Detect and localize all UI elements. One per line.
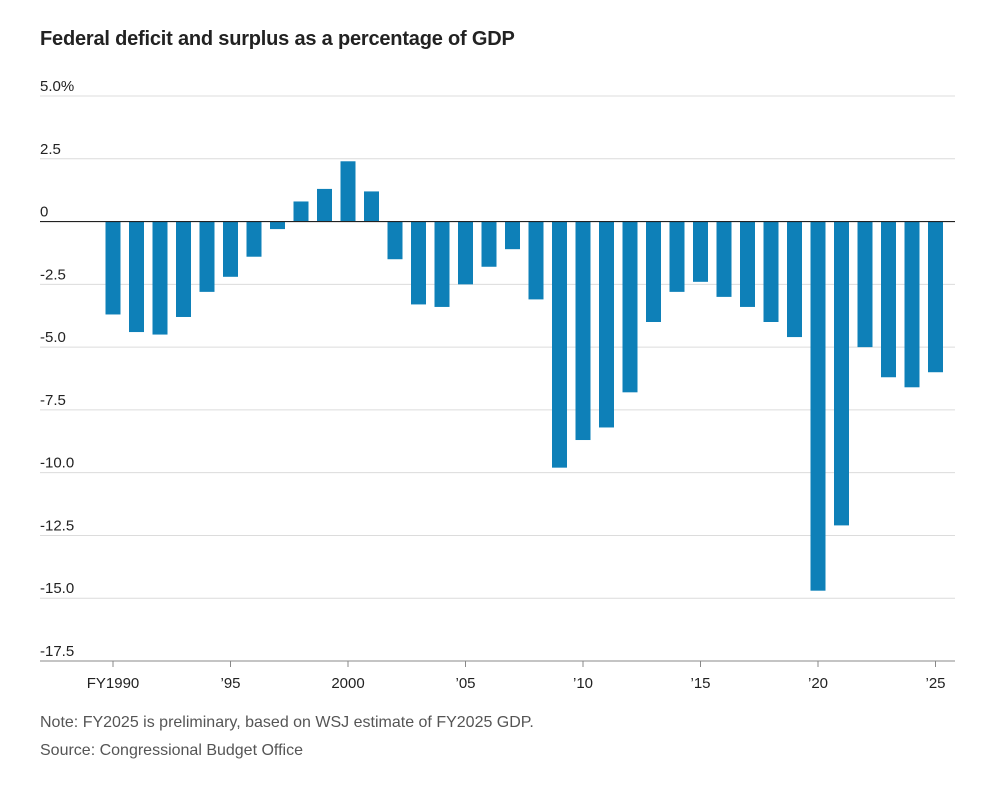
axes	[40, 220, 955, 662]
bar-2006	[481, 221, 497, 267]
bar-1991	[129, 221, 144, 333]
chart-title: Federal deficit and surplus as a percent…	[40, 28, 515, 50]
bar-2015	[693, 221, 708, 282]
bar-1997	[270, 221, 285, 230]
bar-2020	[810, 221, 826, 591]
bar-series	[105, 161, 943, 591]
bar-2001	[364, 191, 379, 222]
bar-2017	[740, 221, 755, 307]
y-tick-label: 2.5	[40, 141, 61, 158]
x-tick-label: FY1990	[87, 675, 140, 692]
y-tick-label: -12.5	[40, 517, 74, 534]
bar-1999	[317, 188, 332, 222]
bar-1993	[176, 221, 191, 317]
bar-2021	[834, 221, 849, 526]
bar-2013	[646, 221, 661, 322]
bar-2002	[387, 221, 403, 260]
x-axis-ticks: FY1990 ’95 2000 ’05 ’10 ’15 ’20 ’25	[87, 661, 946, 692]
chart-source: Source: Congressional Budget Office	[40, 742, 303, 759]
bar-2019	[787, 221, 802, 338]
bar-2022	[857, 221, 873, 348]
y-tick-label: 5.0%	[40, 78, 74, 95]
y-tick-label: -17.5	[40, 643, 74, 660]
x-tick-label: ’10	[573, 675, 593, 692]
bar-2025	[928, 221, 943, 373]
bar-1992	[152, 221, 168, 335]
bar-2023	[881, 221, 896, 378]
bar-2000	[340, 161, 356, 222]
bar-1995	[223, 221, 238, 277]
y-tick-label: -5.0	[40, 329, 66, 346]
x-tick-label: ’95	[220, 675, 240, 692]
bar-1998	[293, 201, 309, 222]
bar-2012	[622, 221, 638, 393]
bar-2014	[669, 221, 685, 292]
y-tick-label: -2.5	[40, 266, 66, 283]
y-tick-label: -10.0	[40, 455, 74, 472]
bar-2005	[458, 221, 473, 285]
y-axis-tick-labels: 5.0% 2.5 0 -2.5 -5.0 -7.5 -10.0 -12.5 -15.0 -17.5	[40, 78, 74, 660]
bar-2024	[904, 221, 920, 388]
bar-2016	[716, 221, 732, 297]
bar-2011	[599, 221, 614, 428]
bar-2004	[434, 221, 450, 307]
bar-2009	[552, 221, 567, 468]
bar-2008	[528, 221, 544, 300]
bar-1996	[246, 221, 262, 257]
bar-2007	[505, 221, 520, 250]
bar-2018	[763, 221, 779, 322]
x-tick-label: ’05	[455, 675, 475, 692]
x-tick-label: ’20	[808, 675, 828, 692]
y-tick-label: -15.0	[40, 580, 74, 597]
gridlines	[40, 95, 955, 599]
bar-1994	[199, 221, 215, 292]
bar-1990	[105, 221, 121, 315]
x-tick-label: ’15	[690, 675, 710, 692]
x-tick-label: 2000	[331, 675, 364, 692]
bar-2010	[575, 221, 591, 441]
bar-2003	[411, 221, 426, 305]
y-tick-label: -7.5	[40, 392, 66, 409]
x-tick-label: ’25	[925, 675, 945, 692]
y-tick-label: 0	[40, 204, 48, 221]
chart-note: Note: FY2025 is preliminary, based on WS…	[40, 714, 534, 731]
